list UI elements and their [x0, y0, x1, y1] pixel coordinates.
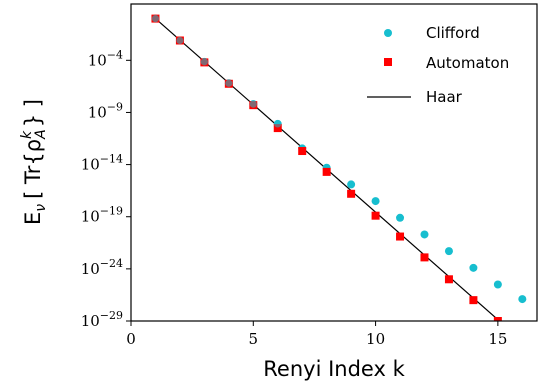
y-axis-label: Eν[ Tr{ρkA} ]	[19, 99, 49, 225]
haar-line	[155, 18, 501, 321]
clifford-point	[469, 263, 478, 272]
automaton-point	[273, 124, 282, 133]
automaton-point	[444, 275, 453, 284]
automaton-point	[469, 296, 478, 305]
clifford-point	[518, 295, 527, 304]
automaton-point	[518, 338, 526, 346]
clifford-point	[444, 247, 453, 256]
clifford-overlap-point	[176, 36, 184, 45]
legend-clifford-marker	[384, 29, 392, 37]
automaton-point	[322, 167, 331, 176]
x-tick-label: 5	[249, 330, 259, 348]
y-tick-label: 10−24	[81, 257, 123, 278]
clifford-overlap-point	[200, 58, 208, 66]
x-tick-label: 10	[366, 330, 385, 348]
automaton-point	[371, 211, 380, 220]
clifford-point	[347, 180, 356, 189]
series-layer	[151, 14, 527, 346]
x-tick-label: 0	[126, 330, 136, 348]
y-tick-label: 10−14	[81, 153, 123, 174]
legend: Clifford Automaton Haar	[367, 24, 509, 106]
svg-text:Eν[ Tr{ρkA} ]: Eν[ Tr{ρkA} ]	[19, 99, 49, 225]
legend-clifford-label: Clifford	[426, 24, 480, 42]
y-tick-label: 10−9	[88, 100, 123, 121]
y-tick-label: 10−29	[81, 309, 123, 330]
clifford-point	[371, 197, 380, 206]
clifford-point	[420, 230, 429, 239]
plot-frame	[130, 3, 538, 322]
legend-automaton-marker	[384, 58, 392, 66]
automaton-point	[347, 189, 356, 198]
x-tick-label: 15	[488, 330, 507, 348]
automaton-point	[420, 253, 429, 262]
y-tick-label: 10−4	[88, 48, 123, 69]
automaton-point	[396, 232, 405, 241]
automaton-point	[493, 317, 502, 321]
y-tick-label: 10−19	[81, 205, 123, 226]
clifford-overlap-point	[274, 120, 282, 128]
clifford-overlap-point	[225, 79, 233, 87]
clifford-overlap-point	[151, 14, 160, 23]
y-axis: 10−4 10−9 10−14 10−19 10−24 10−29	[81, 48, 131, 330]
x-axis-label: Renyi Index k	[263, 357, 405, 381]
x-axis: 0 5 10 15	[126, 321, 507, 348]
clifford-point	[396, 213, 405, 222]
plot-area	[131, 4, 537, 321]
legend-automaton-label: Automaton	[426, 54, 509, 72]
clifford-overlap-point	[249, 100, 257, 108]
legend-haar-label: Haar	[426, 88, 463, 106]
clifford-point	[493, 280, 502, 289]
automaton-point	[298, 147, 307, 156]
